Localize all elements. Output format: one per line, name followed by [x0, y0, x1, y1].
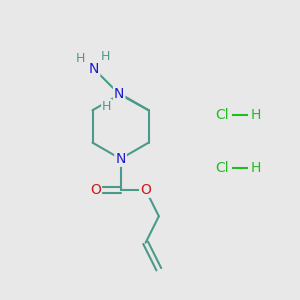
- Text: O: O: [90, 183, 101, 197]
- Text: H: H: [102, 100, 112, 113]
- Text: H: H: [100, 50, 110, 63]
- Text: H: H: [251, 161, 261, 175]
- Text: H: H: [76, 52, 86, 65]
- Text: Cl: Cl: [215, 108, 228, 122]
- Text: N: N: [116, 152, 126, 166]
- Text: Cl: Cl: [215, 161, 228, 175]
- Text: O: O: [140, 183, 151, 197]
- Text: N: N: [89, 62, 99, 76]
- Text: H: H: [251, 108, 261, 122]
- Text: N: N: [114, 87, 124, 101]
